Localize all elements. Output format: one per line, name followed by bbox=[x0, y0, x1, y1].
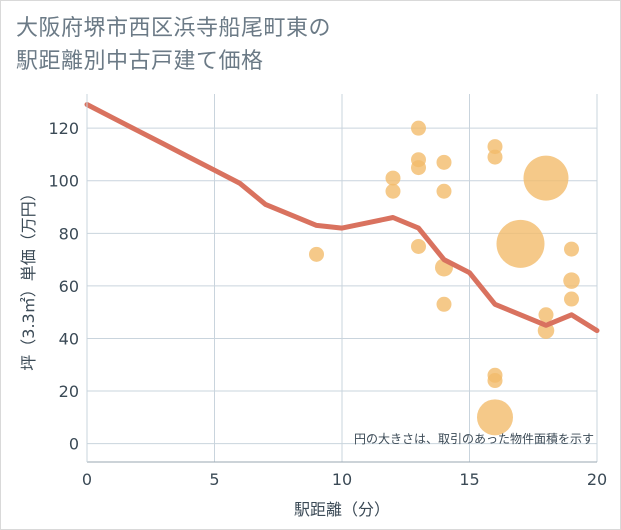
scatter-point-5 bbox=[411, 160, 426, 176]
scatter-point-21 bbox=[563, 272, 580, 289]
scatter-point-8 bbox=[436, 183, 452, 199]
x-tick-label-0: 0 bbox=[82, 470, 92, 489]
tick-labels: 0 5 10 15 20 0 20 40 60 80 100 120 bbox=[48, 119, 607, 489]
scatter-point-3 bbox=[411, 120, 426, 136]
x-tick-label-5: 5 bbox=[209, 470, 219, 489]
scatter-point-7 bbox=[436, 154, 452, 170]
scatter-point-20 bbox=[564, 241, 579, 257]
chart-title-line-1: 大阪府堺市西区浜寺船尾町東の bbox=[16, 16, 332, 41]
axes bbox=[86, 94, 597, 463]
y-tick-label-20: 20 bbox=[59, 382, 79, 401]
scatter-point-14 bbox=[487, 373, 503, 389]
scatter-points bbox=[309, 120, 580, 436]
y-tick-label-60: 60 bbox=[59, 277, 79, 296]
x-axis-label: 駅距離（分） bbox=[294, 500, 390, 519]
chart-title: 大阪府堺市西区浜寺船尾町東の 駅距離別中古戸建て価格 bbox=[16, 12, 331, 78]
chart-title-line-2: 駅距離別中古戸建て価格 bbox=[16, 49, 264, 74]
scatter-point-16 bbox=[496, 219, 545, 268]
x-tick-label-20: 20 bbox=[587, 470, 607, 489]
scatter-point-17 bbox=[523, 155, 569, 201]
scatter-point-10 bbox=[436, 296, 452, 312]
grid-lines bbox=[86, 94, 598, 462]
y-tick-label-100: 100 bbox=[48, 172, 79, 191]
average-line bbox=[84, 102, 600, 334]
scatter-point-18 bbox=[538, 307, 554, 323]
scatter-point-19 bbox=[537, 322, 555, 339]
average-price-line bbox=[84, 102, 600, 334]
scatter-point-12 bbox=[487, 149, 503, 165]
scatter-point-1 bbox=[385, 170, 401, 186]
bubble-size-note: 円の大きさは、取引のあった物件面積を示す bbox=[354, 431, 594, 446]
scatter-point-11 bbox=[487, 139, 503, 155]
y-tick-label-80: 80 bbox=[59, 224, 79, 243]
scatter-point-15 bbox=[477, 399, 513, 436]
y-tick-label-0: 0 bbox=[69, 435, 79, 454]
x-tick-label-15: 15 bbox=[459, 470, 479, 489]
scatter-point-0 bbox=[309, 246, 324, 262]
y-axis-label: 坪（3.3㎡）単価（万円） bbox=[19, 185, 38, 370]
x-tick-label-10: 10 bbox=[332, 470, 352, 489]
y-tick-label-120: 120 bbox=[48, 119, 79, 138]
scatter-point-2 bbox=[385, 183, 401, 199]
scatter-point-22 bbox=[564, 291, 579, 307]
scatter-point-6 bbox=[411, 238, 426, 254]
y-tick-label-40: 40 bbox=[59, 329, 79, 348]
